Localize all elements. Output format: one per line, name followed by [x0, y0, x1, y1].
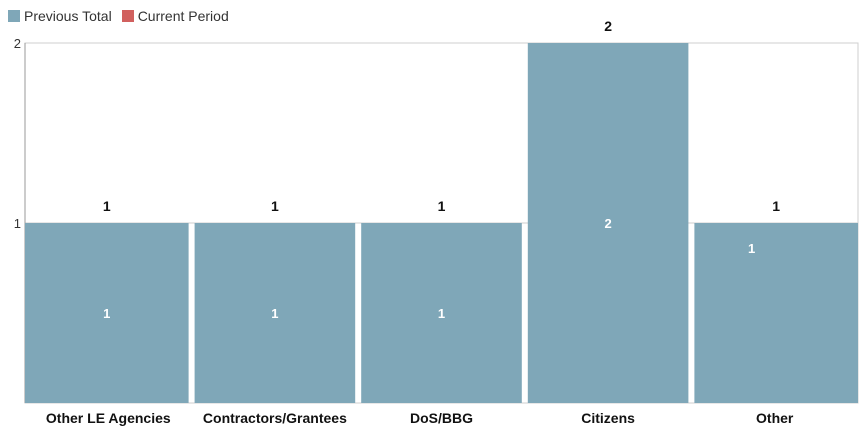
bar-value-label-1: 1 [271, 306, 278, 321]
bar-0-2 [361, 223, 522, 403]
bar-value-label-3: 2 [604, 216, 611, 231]
bar-value-label-2: 1 [438, 306, 445, 321]
total-label-4: 1 [772, 198, 780, 214]
legend-label-current-period: Current Period [137, 8, 229, 24]
bar-value-label-0: 1 [103, 306, 110, 321]
legend-swatch-previous-total [8, 10, 20, 22]
bar-0-1 [194, 223, 356, 403]
bar-0-3 [527, 43, 689, 403]
total-label-3: 2 [604, 18, 612, 34]
bar-0-0 [25, 223, 189, 403]
category-label-3: Citizens [581, 410, 635, 426]
total-label-0: 1 [103, 198, 111, 214]
legend-item-current-period[interactable]: Current Period [121, 8, 229, 24]
legend-item-previous-total[interactable]: Previous Total [8, 8, 112, 24]
category-label-2: DoS/BBG [410, 410, 473, 426]
category-label-0: Other LE Agencies [46, 410, 171, 426]
bar-value-label-4: 1 [748, 241, 755, 256]
category-label-4: Other [756, 410, 794, 426]
legend-label-previous-total: Previous Total [24, 8, 112, 24]
legend-swatch-current-period [121, 10, 134, 22]
y-tick-label-0: 1 [14, 216, 21, 231]
bar-0-4 [694, 223, 858, 403]
total-label-2: 1 [438, 198, 446, 214]
total-label-1: 1 [271, 198, 279, 214]
y-tick-label-1: 2 [14, 36, 21, 51]
category-label-1: Contractors/Grantees [203, 410, 347, 426]
legend: Previous Total Current Period [8, 8, 229, 24]
